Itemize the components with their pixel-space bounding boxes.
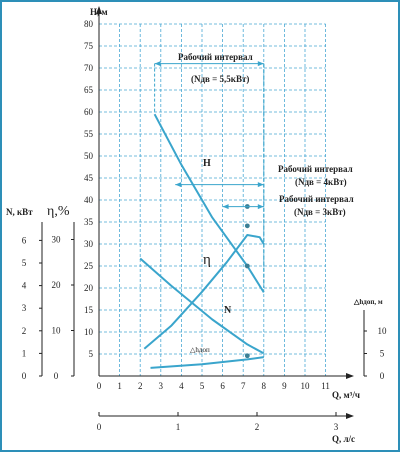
x-tick-label: 7 (241, 381, 246, 391)
series-curve-2 (139, 257, 265, 355)
interval1-arrow-left (154, 61, 161, 67)
y-tick-label: 5 (89, 349, 94, 359)
data-point (244, 223, 250, 229)
n-tick-label: 3 (22, 303, 27, 313)
x-tick-label: 5 (200, 381, 205, 391)
x-tick-label: 10 (301, 381, 311, 391)
dh-tick-label: 0 (380, 371, 385, 381)
data-points (244, 204, 250, 359)
n-tick-label: 1 (22, 348, 27, 358)
eta-tick-label: 20 (52, 280, 62, 290)
n-axis-title: N, кВт (6, 207, 33, 217)
y-tick-label: 20 (84, 283, 94, 293)
data-point (244, 263, 250, 269)
right-axis: 0 5 10 (363, 310, 388, 381)
x-tick-label: 2 (138, 381, 143, 391)
interval1-arrow-right (257, 61, 264, 67)
interval3-arrow-left (222, 204, 229, 210)
interval2-arrow-right (257, 182, 264, 188)
y-tick-label: 25 (84, 261, 94, 271)
dh-tick-label: 5 (380, 349, 385, 359)
y-tick-label: 35 (84, 217, 94, 227)
eta-axis-title: η,% (47, 204, 70, 219)
dh-axis-title: △hдоп, м (353, 298, 383, 306)
q-ls-axis-arrow (346, 413, 354, 419)
n-tick-label: 2 (22, 326, 27, 336)
q-ls-tick-label: 2 (255, 422, 260, 432)
x-tick-label: 8 (262, 381, 267, 391)
q-ls-axis-title: Q, л/с (332, 434, 355, 444)
series-curves (139, 113, 265, 369)
y-tick-label: 75 (84, 41, 94, 51)
eta-tick-label: 0 (54, 371, 59, 381)
interval3-arrow-right (257, 204, 264, 210)
series-curve-0 (153, 113, 265, 293)
eta-tick-label: 30 (52, 235, 62, 245)
interval2-power: (Nдв = 4кВт) (295, 177, 347, 187)
y-tick-label: 65 (84, 85, 94, 95)
series-curve-3 (150, 356, 264, 369)
grid (98, 23, 327, 376)
x-tick-label: 3 (159, 381, 164, 391)
y-tick-label: 15 (84, 305, 94, 315)
y-axis-title: H, м (90, 7, 108, 17)
n-tick-label: 0 (22, 371, 27, 381)
y-tick-label: 55 (84, 129, 94, 139)
y-tick-label: 30 (84, 239, 94, 249)
interval3-title: Рабочий интервал (279, 194, 354, 204)
annotations (154, 61, 265, 288)
x-tick-label: 0 (97, 381, 102, 391)
label-eta: η (203, 252, 211, 268)
x-tick-label: 11 (321, 381, 330, 391)
n-tick-label: 6 (22, 235, 27, 245)
x-tick-label: 6 (220, 381, 225, 391)
bottom-axis: 0 1 2 3 (97, 412, 354, 432)
label-H: H (203, 158, 211, 169)
q-ls-tick-label: 0 (97, 422, 102, 432)
y-tick-label: 10 (84, 327, 94, 337)
x-tick-label: 9 (282, 381, 287, 391)
label-N: N (224, 305, 232, 316)
y-tick-label: 45 (84, 173, 94, 183)
y-axis-arrow (96, 6, 102, 14)
left-axes: 0 1 2 3 4 5 6 0 10 20 30 (22, 222, 75, 381)
interval2-title: Рабочий интервал (278, 164, 353, 174)
interval1-power: (Nдв = 5,5кВт) (191, 74, 249, 84)
interval3-power: (Nдв = 3кВт) (294, 207, 346, 217)
interval1-title: Рабочий интервал (178, 52, 253, 62)
dh-tick-label: 10 (378, 326, 388, 336)
n-tick-label: 4 (22, 281, 27, 291)
eta-tick-label: 10 (52, 326, 62, 336)
x-tick-label: 1 (117, 381, 122, 391)
y-tick-label: 70 (84, 63, 94, 73)
x-axis-title: Q, м³/ч (332, 390, 360, 400)
data-point (244, 353, 250, 359)
y-tick-label: 80 (84, 19, 94, 29)
series-curve-1 (143, 234, 265, 350)
q-ls-tick-label: 3 (334, 422, 339, 432)
x-tick-label: 4 (179, 381, 184, 391)
n-tick-label: 5 (22, 258, 27, 268)
label-dh: △hдоп (190, 346, 210, 354)
y-tick-label: 50 (84, 151, 94, 161)
y-tick-label: 40 (84, 195, 94, 205)
q-ls-tick-label: 1 (176, 422, 181, 432)
y-tick-label: 60 (84, 107, 94, 117)
x-axis-arrow (346, 373, 354, 379)
interval2-arrow-left (175, 182, 182, 188)
